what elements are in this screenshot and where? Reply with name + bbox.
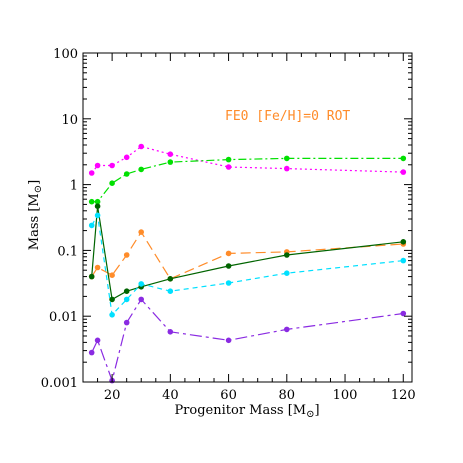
series-2-point — [94, 198, 101, 205]
series-6-point — [123, 319, 130, 326]
series-5-point — [94, 212, 101, 219]
series-3-point — [138, 229, 144, 235]
series-2-point — [284, 155, 290, 162]
y-axis-sun-symbol: ⊙ — [33, 185, 44, 193]
series-3-point — [123, 252, 130, 258]
axes-layer — [82, 52, 413, 383]
series-line-3 — [91, 230, 404, 280]
x-axis-title: Progenitor Mass [M⊙] — [174, 403, 319, 420]
series-layer — [88, 143, 407, 384]
x-tick-label: 20 — [104, 388, 121, 403]
y-tick-label: 0.01 — [49, 310, 78, 325]
series-2-point — [167, 159, 174, 165]
y-axis-title-text: Mass [M — [27, 193, 42, 250]
series-6-point — [400, 310, 407, 317]
series-3-point — [109, 272, 115, 279]
series-6-point — [225, 337, 232, 344]
series-6-point — [88, 349, 95, 356]
series-1-point — [284, 165, 290, 172]
series-2-point — [88, 198, 95, 205]
series-4-point — [88, 273, 95, 280]
plot-frame — [82, 52, 413, 383]
annotation-label: FE0 [Fe/H]=0 ROT — [225, 109, 350, 124]
series-line-2 — [91, 157, 404, 203]
series-2-point — [138, 166, 144, 173]
series-1-point — [109, 162, 115, 169]
series-2-point — [109, 180, 115, 186]
series-4-point — [284, 252, 290, 258]
series-4-point — [400, 239, 407, 245]
y-tick-label: 10 — [61, 113, 78, 128]
series-line-5 — [91, 213, 404, 317]
series-2-point — [400, 155, 407, 162]
series-5-point — [400, 257, 407, 264]
x-axis-title-close: ] — [314, 403, 319, 418]
series-2-point — [225, 156, 232, 163]
ticks-layer: 20 40 60 80 100 120 0.001 0.01 0.1 1 10 100 — [41, 47, 416, 403]
series-5-point — [138, 281, 144, 287]
series-3-point — [225, 250, 232, 257]
series-5-point — [109, 312, 115, 318]
y-axis-title-close: ] — [27, 180, 42, 185]
y-tick-label: 1 — [70, 179, 78, 194]
y-axis-title: Mass [M⊙] — [27, 180, 44, 250]
x-axis-sun-symbol: ⊙ — [306, 409, 314, 420]
series-4-point — [225, 263, 232, 269]
y-tick-label: 0.1 — [57, 244, 78, 259]
x-tick-label: 60 — [220, 388, 237, 403]
series-6-point — [94, 337, 101, 344]
series-5-point — [167, 288, 174, 295]
series-3-point — [94, 264, 101, 271]
x-tick-label: 40 — [162, 388, 179, 403]
series-5-point — [284, 270, 290, 277]
series-6-point — [284, 326, 290, 333]
series-5-point — [123, 296, 130, 303]
series-4-point — [123, 288, 130, 295]
series-1-point — [225, 164, 232, 170]
series-1-point — [88, 170, 95, 176]
series-2-point — [123, 171, 130, 177]
series-6-point — [138, 296, 144, 303]
series-4-point — [94, 203, 101, 209]
x-tick-label: 100 — [333, 388, 358, 403]
series-1-point — [94, 162, 101, 169]
series-6-point — [167, 329, 174, 335]
series-line-6 — [91, 298, 404, 383]
series-4-point — [167, 276, 174, 282]
series-1-point — [400, 169, 407, 175]
series-4-point — [109, 296, 115, 303]
y-tick-label: 100 — [53, 47, 78, 62]
series-1-point — [123, 154, 130, 161]
series-5-point — [88, 222, 95, 229]
x-tick-label: 120 — [391, 388, 416, 403]
y-tick-label: 0.001 — [41, 376, 78, 391]
series-1-point — [167, 151, 174, 157]
x-tick-label: 80 — [279, 388, 296, 403]
series-5-point — [225, 280, 232, 286]
x-axis-title-text: Progenitor Mass [M — [174, 403, 306, 418]
series-1-point — [138, 143, 144, 150]
